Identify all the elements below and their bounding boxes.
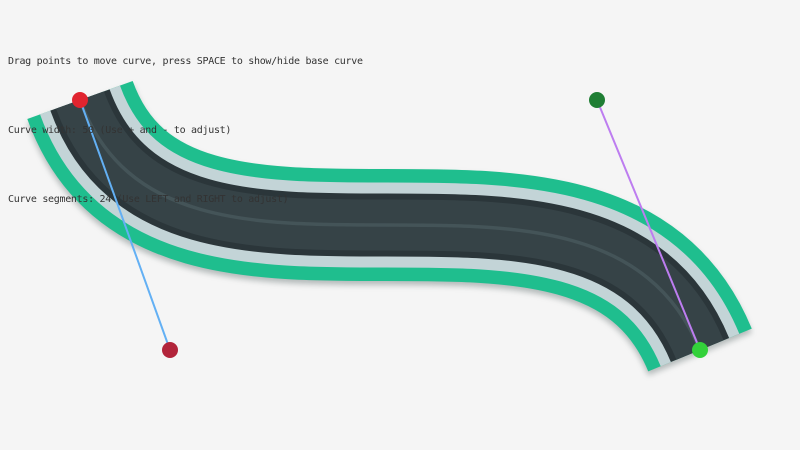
- base-curve-line: [78, 99, 702, 351]
- start-handle-line: [79, 99, 171, 351]
- control-point-end[interactable]: [692, 342, 708, 358]
- control-point-handle1[interactable]: [162, 342, 178, 358]
- end-handle-line: [596, 99, 701, 351]
- control-point-start[interactable]: [72, 92, 88, 108]
- instruction-line: Drag points to move curve, press SPACE t…: [8, 56, 363, 67]
- road: [27, 78, 752, 374]
- instructions-hud: Drag points to move curve, press SPACE t…: [8, 4, 363, 257]
- control-point-handle2[interactable]: [589, 92, 605, 108]
- curve-width-readout: Curve width: 50 (Use + and - to adjust): [8, 125, 232, 136]
- curve-segments-readout: Curve segments: 24 (Use LEFT and RIGHT t…: [8, 194, 289, 205]
